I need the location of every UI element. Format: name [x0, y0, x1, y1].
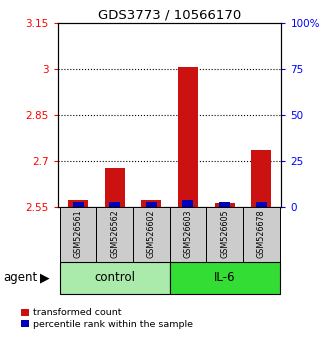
Text: GSM526605: GSM526605: [220, 209, 229, 258]
Bar: [72, 201, 84, 207]
Bar: [96, 207, 133, 262]
Bar: [182, 200, 194, 207]
Text: GSM526561: GSM526561: [73, 209, 82, 258]
Text: GSM526678: GSM526678: [257, 209, 266, 258]
Bar: [251, 150, 271, 207]
Text: GSM526603: GSM526603: [183, 209, 192, 258]
Bar: [170, 262, 279, 294]
Bar: [214, 203, 235, 207]
Bar: [146, 201, 157, 207]
Bar: [105, 168, 125, 207]
Text: GSM526562: GSM526562: [110, 209, 119, 258]
Bar: [68, 200, 88, 207]
Text: ▶: ▶: [40, 272, 50, 284]
Bar: [178, 68, 198, 207]
Bar: [243, 207, 279, 262]
Text: GSM526602: GSM526602: [147, 209, 156, 258]
Bar: [109, 202, 120, 207]
Legend: transformed count, percentile rank within the sample: transformed count, percentile rank withi…: [21, 308, 193, 329]
Bar: [60, 207, 96, 262]
Bar: [60, 262, 170, 294]
Bar: [206, 207, 243, 262]
Bar: [170, 207, 206, 262]
Text: IL-6: IL-6: [214, 272, 235, 284]
Bar: [133, 207, 170, 262]
Title: GDS3773 / 10566170: GDS3773 / 10566170: [98, 9, 241, 22]
Bar: [219, 202, 230, 207]
Bar: [256, 202, 267, 207]
Text: control: control: [94, 272, 135, 284]
Text: agent: agent: [3, 272, 37, 284]
Bar: [141, 200, 162, 207]
